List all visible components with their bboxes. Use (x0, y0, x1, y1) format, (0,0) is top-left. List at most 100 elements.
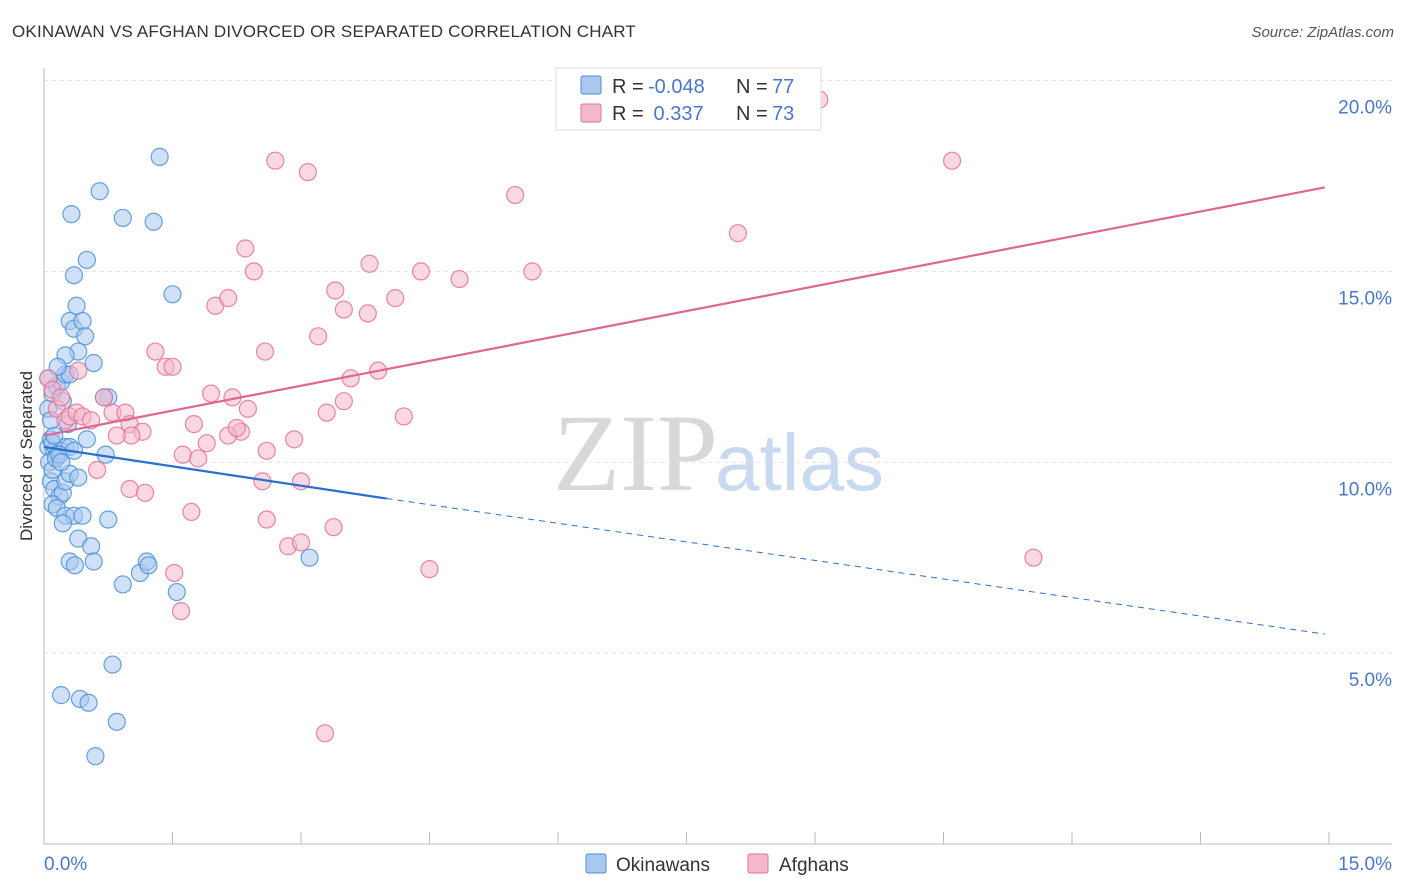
point-afghans-62 (394, 407, 413, 426)
point-afghans-30 (227, 418, 246, 438)
point-afghans-51 (236, 239, 255, 258)
y-tick-label-10: 10.0% (1338, 479, 1392, 500)
point-okinawans-37 (139, 556, 158, 575)
legend-swatch-afghans (747, 853, 769, 874)
point-okinawans-52 (113, 208, 132, 228)
y-tick-labels: 5.0% 10.0% 15.0% 20.0% (1338, 98, 1392, 692)
point-okinawans-58 (77, 430, 96, 449)
stats-box: R = -0.048 N = 77 R = 0.337 N = 73 (555, 67, 822, 131)
point-afghans-39 (257, 510, 276, 529)
trend-line-okinawans (43, 445, 387, 500)
stats-r-label-afghans: R = (612, 103, 644, 125)
point-afghans-61 (386, 289, 405, 308)
point-afghans-65 (523, 262, 542, 281)
point-afghans-54 (309, 327, 328, 346)
stats-swatch-afghans (580, 103, 602, 123)
point-okinawans-64 (79, 693, 98, 712)
point-afghans-59 (360, 254, 379, 273)
point-afghans-24 (238, 399, 257, 418)
trend-line-okinawans-extension (386, 498, 1325, 635)
point-afghans-55 (326, 281, 345, 300)
point-afghans-70 (942, 151, 962, 170)
point-okinawans-33 (99, 510, 118, 529)
point-afghans-48 (1024, 548, 1043, 567)
point-okinawans-23 (69, 468, 88, 487)
series-afghans-points (39, 90, 1043, 743)
point-afghans-28 (189, 449, 208, 468)
stats-n-label-afghans: N = (736, 103, 768, 125)
point-okinawans-50 (62, 205, 81, 224)
point-okinawans-32 (84, 552, 103, 571)
point-afghans-69 (728, 224, 748, 243)
point-okinawans-66 (86, 747, 105, 766)
point-afghans-9 (69, 361, 88, 380)
y-axis-title: Divorced or Separated (17, 371, 36, 541)
point-afghans-17 (88, 460, 107, 480)
stats-swatch-okinawans (580, 75, 602, 95)
point-afghans-10 (94, 388, 114, 407)
point-afghans-43 (324, 518, 343, 537)
point-afghans-63 (411, 262, 431, 281)
trend-lines (43, 186, 1325, 635)
point-afghans-16 (107, 426, 126, 445)
stats-n-value-afghans: 73 (772, 103, 794, 125)
point-afghans-52 (244, 262, 263, 281)
point-afghans-21 (184, 414, 204, 434)
legend-label-okinawans: Okinawans (616, 855, 710, 876)
point-afghans-53 (255, 342, 275, 361)
legend-swatch-okinawans (585, 853, 607, 874)
point-afghans-36 (135, 483, 155, 502)
y-tick-label-5: 5.0% (1349, 670, 1392, 691)
trend-line-afghans (43, 186, 1325, 437)
point-afghans-68 (506, 185, 525, 205)
point-afghans-56 (334, 300, 353, 319)
point-afghans-32 (285, 430, 304, 449)
point-afghans-29 (197, 434, 216, 453)
series-okinawans-points (39, 147, 319, 766)
point-okinawans-55 (163, 285, 182, 304)
point-okinawans-34 (113, 575, 132, 594)
point-afghans-58 (358, 304, 377, 323)
legend-label-afghans: Afghans (779, 855, 849, 876)
stats-r-value-okinawans: -0.048 (648, 76, 705, 98)
point-okinawans-61 (103, 655, 122, 674)
point-afghans-64 (450, 269, 469, 289)
point-okinawans-62 (52, 686, 71, 705)
stats-n-value-okinawans: 77 (772, 76, 794, 98)
point-afghans-41 (291, 533, 311, 552)
stats-r-value-afghans: 0.337 (648, 103, 704, 125)
x-tick-label-max: 15.0% (1338, 854, 1392, 875)
point-okinawans-53 (144, 212, 163, 231)
point-okinawans-39 (300, 548, 319, 567)
point-okinawans-48 (64, 266, 84, 285)
point-afghans-44 (165, 563, 184, 583)
point-okinawans-31 (82, 537, 101, 556)
point-okinawans-65 (107, 712, 126, 731)
point-afghans-27 (173, 445, 192, 464)
stats-n-label-okinawans: N = (736, 76, 768, 98)
point-afghans-46 (315, 724, 335, 743)
y-tick-label-20: 20.0% (1338, 98, 1392, 119)
point-okinawans-54 (150, 147, 169, 166)
gridlines (44, 80, 1392, 654)
point-afghans-50 (219, 289, 238, 308)
point-afghans-35 (120, 479, 139, 499)
x-tick-label-min: 0.0% (44, 854, 87, 875)
y-tick-label-15: 15.0% (1338, 288, 1392, 309)
point-afghans-18 (146, 342, 165, 361)
point-okinawans-46 (84, 353, 103, 373)
point-afghans-66 (266, 151, 285, 170)
point-okinawans-49 (77, 250, 96, 270)
point-okinawans-29 (65, 556, 84, 575)
point-afghans-31 (257, 441, 276, 460)
point-okinawans-38 (167, 582, 186, 602)
point-afghans-45 (171, 602, 191, 621)
point-okinawans-47 (67, 296, 86, 315)
point-afghans-67 (298, 163, 317, 182)
point-afghans-47 (420, 560, 439, 579)
stats-r-label-okinawans: R = (612, 76, 644, 98)
chart-title: OKINAWAN VS AFGHAN DIVORCED OR SEPARATED… (12, 22, 636, 41)
point-afghans-20 (163, 357, 182, 376)
point-okinawans-27 (53, 514, 72, 533)
